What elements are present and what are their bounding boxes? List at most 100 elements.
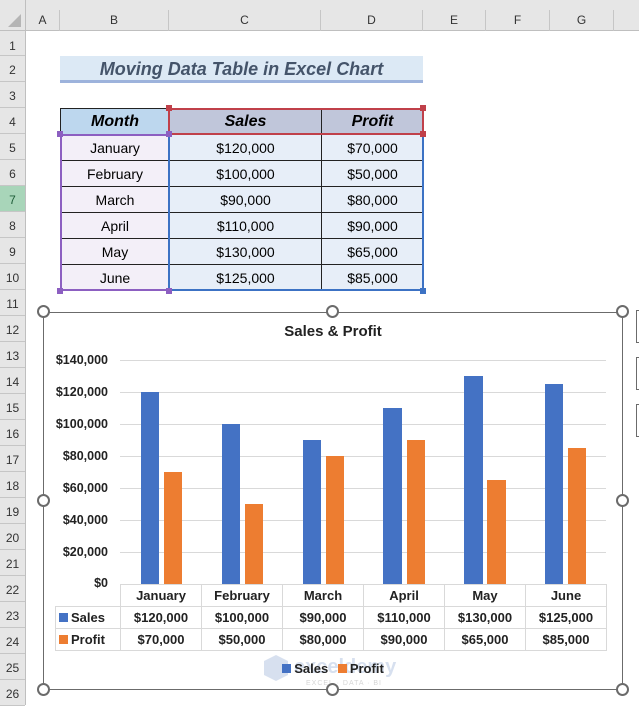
range-handle[interactable] [166, 288, 172, 294]
column-header-d[interactable]: D [321, 10, 423, 31]
row-header-19[interactable]: 19 [0, 498, 25, 524]
row-header-7[interactable]: 7 [0, 186, 25, 212]
row-header-24[interactable]: 24 [0, 628, 25, 654]
row-header-4[interactable]: 4 [0, 108, 25, 134]
row-header-23[interactable]: 23 [0, 602, 25, 628]
chart-elements-button[interactable] [636, 310, 639, 343]
column-header-b[interactable]: B [60, 10, 169, 31]
row-header-25[interactable]: 25 [0, 654, 25, 680]
legend-item-sales[interactable]: Sales [282, 661, 328, 676]
resize-handle-middle-left[interactable] [37, 494, 50, 507]
month-cell[interactable]: March [60, 186, 170, 213]
data-table-category: June [525, 584, 607, 607]
row-header-11[interactable]: 11 [0, 290, 25, 316]
row-header-9[interactable]: 9 [0, 238, 25, 264]
row-header-13[interactable]: 13 [0, 342, 25, 368]
row-header-6[interactable]: 6 [0, 160, 25, 186]
column-header-e[interactable]: E [423, 10, 486, 31]
bar-sales-june[interactable] [545, 384, 563, 584]
sales-cell[interactable]: $90,000 [169, 186, 322, 213]
resize-handle-top-center[interactable] [326, 305, 339, 318]
month-cell[interactable]: January [60, 134, 170, 161]
bar-profit-may[interactable] [487, 480, 506, 584]
row-header-10[interactable]: 10 [0, 264, 25, 290]
bar-sales-march[interactable] [303, 440, 321, 584]
chart-legend[interactable]: Sales Profit [44, 661, 622, 676]
row-header-2[interactable]: 2 [0, 56, 25, 82]
resize-handle-bottom-left[interactable] [37, 683, 50, 696]
header-sales-cell[interactable]: Sales [169, 108, 322, 135]
row-header-14[interactable]: 14 [0, 368, 25, 394]
profit-cell[interactable]: $65,000 [321, 238, 424, 265]
month-cell[interactable]: June [60, 264, 170, 291]
chart-filters-button[interactable] [636, 404, 639, 437]
row-header-15[interactable]: 15 [0, 394, 25, 420]
month-cell[interactable]: May [60, 238, 170, 265]
row-header-1[interactable]: 1 [0, 31, 25, 56]
resize-handle-top-left[interactable] [37, 305, 50, 318]
row-header-3[interactable]: 3 [0, 82, 25, 108]
column-header-g[interactable]: G [550, 10, 614, 31]
sales-cell[interactable]: $100,000 [169, 160, 322, 187]
range-handle[interactable] [420, 105, 426, 111]
table-row: March $90,000 $80,000 [60, 186, 424, 213]
resize-handle-bottom-center[interactable] [326, 683, 339, 696]
profit-cell[interactable]: $90,000 [321, 212, 424, 239]
range-handle[interactable] [57, 131, 63, 137]
row-header-17[interactable]: 17 [0, 446, 25, 472]
profit-cell[interactable]: $50,000 [321, 160, 424, 187]
range-handle[interactable] [420, 288, 426, 294]
row-header-12[interactable]: 12 [0, 316, 25, 342]
select-all-button[interactable] [0, 0, 26, 31]
chart-area[interactable]: Sales & Profit $140,000 $120,000 $100,00… [43, 312, 623, 690]
range-handle[interactable] [420, 131, 426, 137]
bar-sales-january[interactable] [141, 392, 159, 584]
data-table-value: $110,000 [363, 606, 445, 629]
header-profit-cell[interactable]: Profit [321, 108, 424, 135]
range-handle[interactable] [166, 105, 172, 111]
sales-cell[interactable]: $120,000 [169, 134, 322, 161]
profit-cell[interactable]: $80,000 [321, 186, 424, 213]
range-handle[interactable] [57, 288, 63, 294]
sales-cell[interactable]: $110,000 [169, 212, 322, 239]
header-month-cell[interactable]: Month [60, 108, 170, 135]
profit-cell[interactable]: $70,000 [321, 134, 424, 161]
month-cell[interactable]: February [60, 160, 170, 187]
month-cell[interactable]: April [60, 212, 170, 239]
bar-profit-february[interactable] [245, 504, 263, 584]
bar-sales-april[interactable] [383, 408, 402, 584]
sales-cell[interactable]: $130,000 [169, 238, 322, 265]
data-table-category: January [120, 584, 202, 607]
chart-data-table[interactable]: January February March April May June Sa… [55, 584, 607, 651]
bar-profit-april[interactable] [407, 440, 425, 584]
bar-profit-march[interactable] [326, 456, 344, 584]
row-header-26[interactable]: 26 [0, 680, 25, 706]
resize-handle-bottom-right[interactable] [616, 683, 629, 696]
legend-item-profit[interactable]: Profit [337, 661, 384, 676]
row-header-16[interactable]: 16 [0, 420, 25, 446]
range-handle[interactable] [166, 131, 172, 137]
column-header-a[interactable]: A [26, 10, 60, 31]
sales-cell[interactable]: $125,000 [169, 264, 322, 291]
row-header-20[interactable]: 20 [0, 524, 25, 550]
row-header-5[interactable]: 5 [0, 134, 25, 160]
resize-handle-middle-right[interactable] [616, 494, 629, 507]
gridline [120, 488, 606, 489]
row-header-21[interactable]: 21 [0, 550, 25, 576]
column-header-f[interactable]: F [486, 10, 550, 31]
row-header-8[interactable]: 8 [0, 212, 25, 238]
row-header-18[interactable]: 18 [0, 472, 25, 498]
bar-sales-may[interactable] [464, 376, 483, 584]
bar-profit-june[interactable] [568, 448, 586, 584]
bar-sales-february[interactable] [222, 424, 240, 584]
chart-styles-button[interactable] [636, 357, 639, 390]
chart-title[interactable]: Sales & Profit [284, 323, 382, 340]
resize-handle-top-right[interactable] [616, 305, 629, 318]
profit-cell[interactable]: $85,000 [321, 264, 424, 291]
data-table-sales-row: Sales $120,000 $100,000 $90,000 $110,000… [55, 606, 607, 629]
series-label-sales: Sales [71, 610, 105, 625]
column-header-c[interactable]: C [169, 10, 321, 31]
row-header-22[interactable]: 22 [0, 576, 25, 602]
bar-profit-january[interactable] [164, 472, 182, 584]
sheet-title-cell[interactable]: Moving Data Table in Excel Chart [60, 56, 423, 83]
